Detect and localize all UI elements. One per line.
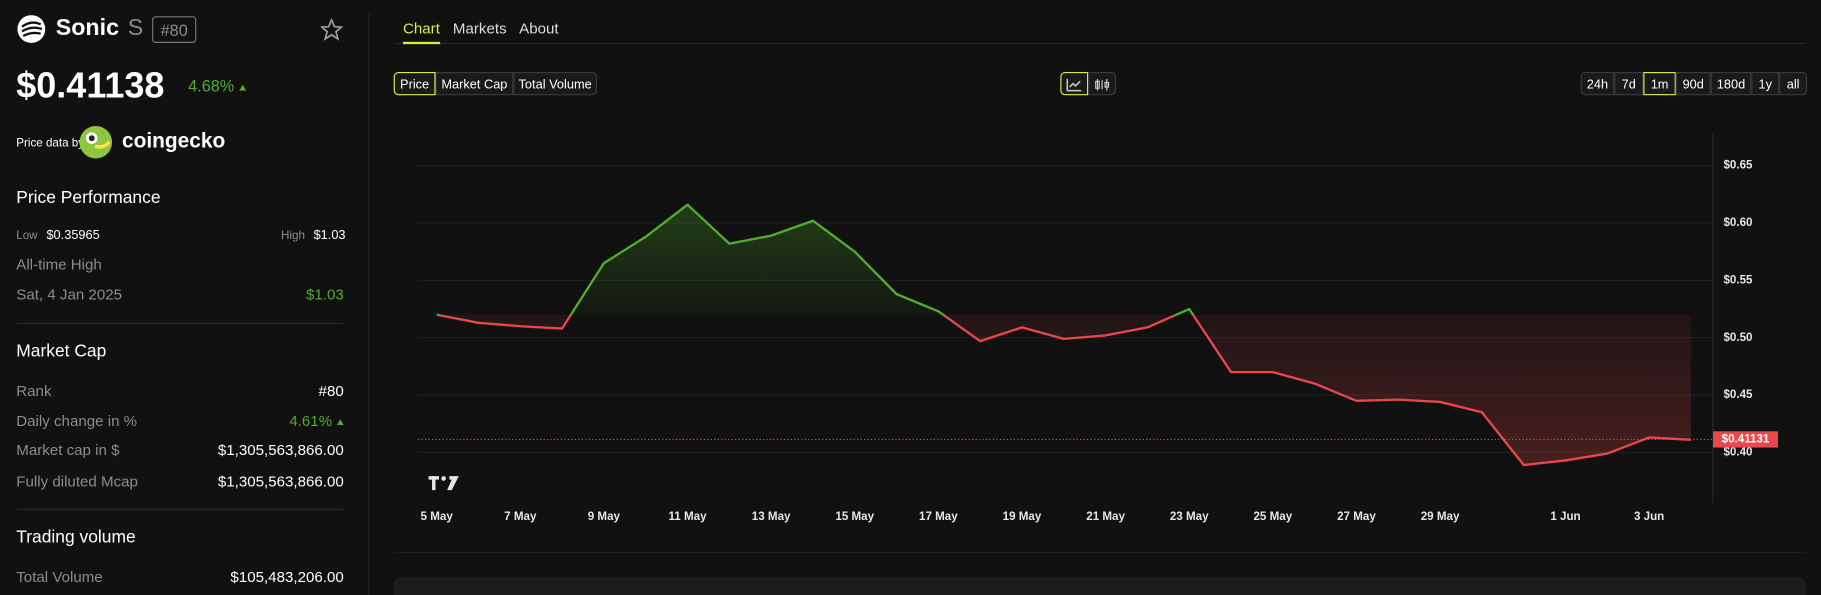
x-tick-label: 29 May	[1421, 510, 1460, 523]
bottom-card	[393, 577, 1806, 595]
tab[interactable]: About	[519, 19, 559, 38]
coin-symbol: S	[127, 15, 144, 41]
high-label: High	[281, 229, 305, 243]
x-tick-label: 3 Jun	[1634, 510, 1664, 523]
rank-badge: #80	[152, 16, 197, 43]
range-button[interactable]: 7d	[1614, 72, 1644, 96]
row-label: Rank	[16, 382, 52, 400]
row-value: 4.61%	[289, 412, 344, 430]
ath-label: All-time High	[16, 255, 102, 273]
x-tick-label: 17 May	[919, 510, 958, 523]
low-label: Low	[16, 229, 38, 243]
metric-button[interactable]: Market Cap	[435, 72, 514, 96]
low-value: $0.35965	[46, 228, 100, 243]
metric-button[interactable]: Total Volume	[513, 72, 597, 96]
x-tick-label: 1 Jun	[1550, 510, 1580, 523]
row-label: Market cap in $	[16, 441, 120, 459]
divider	[16, 508, 344, 510]
x-tick-label: 15 May	[835, 510, 874, 523]
metric-button[interactable]: Price	[393, 72, 436, 96]
x-tick-label: 5 May	[421, 510, 454, 523]
line-chart-toggle[interactable]	[1060, 72, 1089, 96]
y-tick-label: $0.55	[1723, 273, 1753, 286]
x-tick-label: 25 May	[1253, 510, 1292, 523]
row-label: Daily change in %	[16, 412, 138, 430]
row-value: $105,483,206.00	[230, 567, 344, 586]
source-label: Price data by	[16, 137, 85, 150]
x-tick-label: 7 May	[504, 510, 537, 523]
source-brand: coingecko	[121, 128, 226, 153]
tab[interactable]: Chart	[402, 20, 440, 45]
y-tick-label: $0.45	[1723, 388, 1753, 401]
y-tick-label: $0.40	[1723, 445, 1752, 458]
logo	[17, 15, 46, 43]
divider	[16, 322, 344, 325]
chart-bottom-divider	[394, 551, 1806, 553]
panel-divider	[368, 13, 370, 595]
high-value: $1.03	[313, 228, 346, 243]
range-button[interactable]: 90d	[1675, 72, 1711, 96]
coingecko-logo	[79, 126, 113, 159]
price: $0.41138	[16, 65, 165, 106]
candle-chart-toggle[interactable]	[1088, 72, 1117, 96]
current-price-label: $0.41131	[1722, 432, 1770, 445]
area	[436, 204, 1691, 466]
favorite-star[interactable]	[320, 18, 343, 41]
range-button[interactable]: 1m	[1643, 72, 1676, 96]
row-label: Total Volume	[16, 567, 103, 586]
price-change: 4.68%	[188, 76, 246, 96]
section-title: Market Cap	[16, 341, 107, 362]
y-tick-label: $0.65	[1723, 159, 1753, 172]
price-line	[436, 203, 1691, 467]
x-tick-label: 11 May	[668, 510, 707, 523]
tab[interactable]: Markets	[452, 19, 507, 38]
row-label: Fully diluted Mcap	[16, 472, 138, 491]
section-title: Price Performance	[16, 188, 161, 208]
x-tick-label: 13 May	[752, 510, 791, 523]
ath-value: $1.03	[305, 285, 344, 304]
tab-divider	[394, 42, 1806, 45]
tradingview-logo	[428, 476, 459, 491]
coin-name: Sonic	[55, 15, 119, 41]
row-value: $1,305,563,866.00	[217, 472, 344, 491]
range-button[interactable]: all	[1779, 72, 1808, 96]
x-tick-label: 27 May	[1337, 510, 1376, 523]
current-price-badge	[1712, 431, 1779, 448]
x-tick-label: 21 May	[1086, 510, 1125, 523]
row-value: #80	[318, 382, 344, 400]
x-tick-label: 23 May	[1170, 510, 1209, 523]
daily-change: 4.61%	[289, 412, 333, 430]
range-button[interactable]: 180d	[1710, 72, 1752, 96]
range-button[interactable]: 1y	[1751, 72, 1780, 96]
x-tick-label: 19 May	[1003, 510, 1042, 523]
price-change-value: 4.68%	[188, 76, 235, 96]
range-button[interactable]: 24h	[1580, 72, 1615, 96]
row-value: $1,305,563,866.00	[217, 441, 344, 459]
y-tick-label: $0.60	[1723, 216, 1752, 229]
section-title: Trading volume	[16, 527, 136, 547]
y-tick-label: $0.50	[1723, 331, 1752, 344]
x-tick-label: 9 May	[588, 510, 621, 523]
ath-date: Sat, 4 Jan 2025	[16, 285, 123, 304]
